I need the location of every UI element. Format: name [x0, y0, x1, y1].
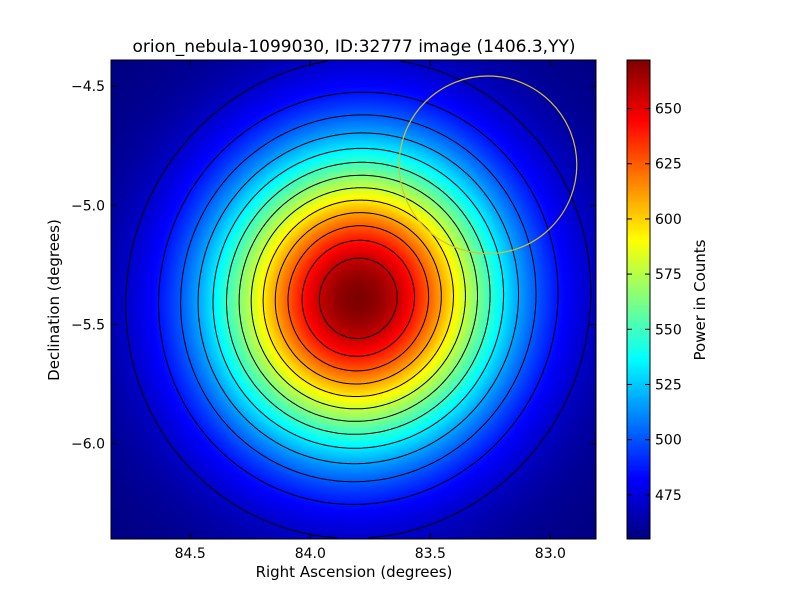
y-axis: −4.5 −5.0 −5.5 −6.0 — [71, 79, 596, 453]
x-axis: 84.5 84.0 83.5 83.0 — [175, 60, 566, 562]
contour-line — [158, 91, 559, 505]
heatmap-image — [111, 60, 596, 539]
contour-line — [274, 212, 442, 385]
contour-line — [238, 174, 478, 422]
contour-line — [197, 132, 519, 465]
contour-lines — [125, 60, 592, 539]
x-axis-label: Right Ascension (degrees) — [256, 563, 453, 581]
y-tick-label: −5.5 — [71, 318, 105, 334]
x-tick-label: 83.0 — [535, 546, 566, 562]
colorbar-tick-label: 600 — [655, 212, 682, 228]
chart-title: orion_nebula-1099030, ID:32777 image (14… — [133, 37, 576, 57]
colorbar-tick-label: 650 — [655, 102, 682, 118]
contour-line — [262, 199, 454, 397]
contour-line — [180, 114, 537, 483]
colorbar-tick-label: 525 — [655, 377, 682, 393]
contour-line — [301, 239, 415, 357]
y-tick-label: −4.5 — [71, 79, 105, 95]
y-axis-label: Declination (degrees) — [45, 219, 63, 381]
colorbar-tick-label: 550 — [655, 322, 682, 338]
contour-line — [287, 225, 430, 372]
contour-line — [250, 187, 466, 410]
contour-line — [125, 60, 592, 539]
y-tick-label: −6.0 — [71, 437, 105, 453]
colorbar-tick-label: 575 — [655, 267, 682, 283]
colorbar-label: Power in Counts — [691, 239, 709, 360]
contour-line — [318, 257, 398, 339]
colorbar-tick-label: 500 — [655, 433, 682, 449]
contour-line — [226, 161, 491, 435]
colorbar-frame — [626, 59, 651, 540]
colorbar-tick-label: 475 — [655, 488, 682, 504]
colorbar-ticks: 475 500 525 550 575 600 625 650 — [627, 102, 682, 504]
colorbar: 475 500 525 550 575 600 625 650 Power in Counts — [626, 59, 709, 540]
colorbar-gradient — [627, 60, 650, 539]
contour-line — [212, 147, 505, 449]
x-tick-label: 84.5 — [175, 546, 206, 562]
colorbar-tick-label: 625 — [655, 157, 682, 173]
plot-frame — [110, 59, 597, 540]
x-tick-label: 83.5 — [415, 546, 446, 562]
x-tick-label: 84.0 — [295, 546, 326, 562]
y-tick-label: −5.0 — [71, 198, 105, 214]
plot-area: 84.5 84.0 83.5 83.0 −4.5 −5.0 −5.5 −6.0 — [71, 59, 597, 562]
source-circle — [398, 75, 578, 255]
